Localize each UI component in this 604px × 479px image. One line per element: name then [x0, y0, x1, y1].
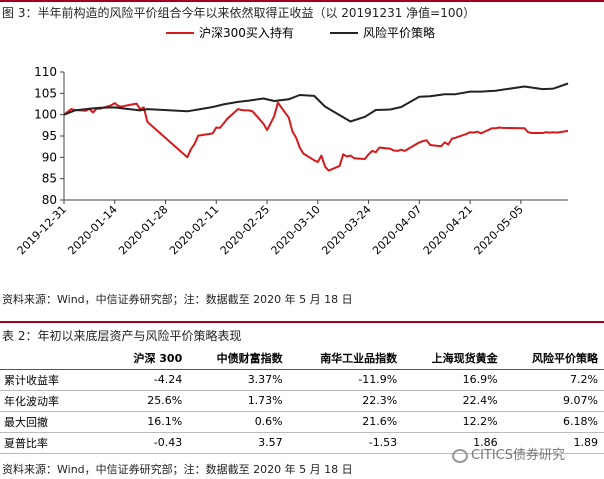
table-row: 最大回撤 16.1% 0.6% 21.6% 12.2% 6.18%: [0, 411, 604, 433]
table-cell: 25.6%: [110, 390, 189, 412]
figure-title-bar: [0, 0, 604, 22]
table-cell: 1.89: [503, 432, 604, 454]
performance-table: 沪深 300 中债财富指数 南华工业品指数 上海现货黄金 风险平价策略 累计收益…: [0, 347, 604, 454]
x-tick-label: 2020-03-10: [269, 203, 323, 257]
y-tick-label: 85: [42, 172, 57, 186]
table-row: 累计收益率 -4.24 3.37% -11.9% 16.9% 7.2%: [0, 369, 604, 391]
y-tick-label: 95: [42, 129, 57, 143]
table-cell: -4.24: [110, 369, 189, 391]
table-header-corner: [0, 347, 110, 370]
table-cell: 16.9%: [403, 369, 504, 391]
table-row-label: 年化波动率: [0, 390, 110, 412]
table-title-rule: [0, 321, 604, 323]
table-header-hs300: 沪深 300: [110, 347, 189, 370]
x-tick-label: 2019-12-31: [15, 203, 69, 257]
x-tick-label: 2020-01-28: [116, 203, 170, 257]
table-cell: 0.6%: [188, 411, 289, 433]
y-tick-label: 105: [34, 86, 57, 100]
chart-source-note: 资料来源：Wind，中信证券研究部；注：数据截至 2020 年 5 月 18 日: [2, 293, 353, 306]
legend-label: 沪深300买入持有: [199, 25, 294, 40]
table-title: 表 2：年初以来底层资产与风险平价策略表现: [2, 329, 242, 343]
line-chart: 808590951001051102019-12-312020-01-14202…: [15, 25, 569, 257]
table-cell: 6.18%: [503, 411, 604, 433]
series-line-hs300: [63, 101, 569, 172]
table-row-label: 最大回撤: [0, 411, 110, 433]
table-row-label: 夏普比率: [0, 432, 110, 454]
table-header-row: 沪深 300 中债财富指数 南华工业品指数 上海现货黄金 风险平价策略: [0, 347, 604, 370]
table-cell: 7.2%: [503, 369, 604, 391]
table-row: 夏普比率 -0.43 3.57 -1.53 1.86 1.89: [0, 432, 604, 454]
y-tick-label: 80: [42, 193, 57, 207]
table-cell: 1.86: [403, 432, 504, 454]
watermark: CITICS债券研究: [452, 444, 565, 463]
wechat-icon: [452, 448, 468, 463]
table-row: 年化波动率 25.6% 1.73% 22.3% 22.4% 9.07%: [0, 390, 604, 412]
table-cell: -0.43: [110, 432, 189, 454]
table-cell: 9.07%: [503, 390, 604, 412]
y-tick-label: 90: [42, 150, 57, 164]
table-header-nanhua-index: 南华工业品指数: [288, 347, 404, 370]
table-cell: 12.2%: [403, 411, 504, 433]
x-tick-label: 2020-02-25: [218, 203, 272, 257]
table-cell: 22.4%: [403, 390, 504, 412]
x-tick-label: 2020-04-07: [370, 203, 424, 257]
legend-label: 风险平价策略: [363, 25, 435, 40]
table-cell: 21.6%: [288, 411, 404, 433]
series-line-risk-parity: [63, 82, 569, 123]
table-cell: -11.9%: [288, 369, 404, 391]
table-source-note: 资料来源：Wind，中信证券研究部；注：数据截至 2020 年 5 月 18 日: [2, 463, 353, 476]
table-header-gold: 上海现货黄金: [403, 347, 504, 370]
watermark-text: CITICS债券研究: [471, 448, 566, 463]
y-tick-label: 110: [34, 65, 57, 79]
table-cell: -1.53: [288, 432, 404, 454]
y-tick-label: 100: [34, 108, 57, 122]
table-cell: 3.57: [188, 432, 289, 454]
table-header-risk-parity: 风险平价策略: [503, 347, 604, 370]
figure-title: 图 3：半年前构造的风险平价组合今年以来依然取得正收益（以 20191231 净…: [2, 6, 476, 20]
x-tick-label: 2020-05-05: [472, 203, 526, 257]
x-tick-label: 2020-04-21: [421, 203, 475, 257]
table-cell: 1.73%: [188, 390, 289, 412]
table-cell: 16.1%: [110, 411, 189, 433]
x-tick-label: 2020-03-24: [319, 203, 373, 257]
table-row-label: 累计收益率: [0, 369, 110, 391]
x-tick-label: 2020-01-14: [65, 203, 119, 257]
table-cell: 3.37%: [188, 369, 289, 391]
table-header-bond-index: 中债财富指数: [188, 347, 289, 370]
x-tick-label: 2020-02-11: [167, 203, 221, 257]
table-cell: 22.3%: [288, 390, 404, 412]
